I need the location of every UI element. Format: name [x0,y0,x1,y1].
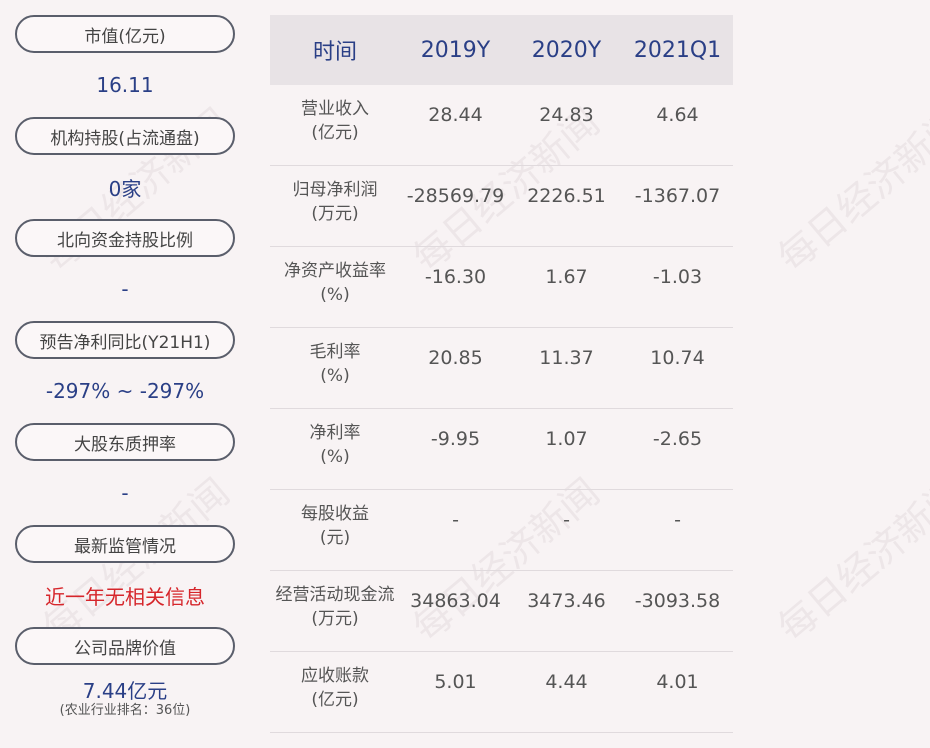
header-period: 时间 [312,40,357,65]
header-2019: 2019Y [420,37,491,63]
brand-value-amount: 7.44亿元 [82,679,168,703]
cell: 1.07 [545,428,588,450]
cell: 2226.51 [527,185,606,207]
row-label: 归母净利润 (万元) [292,180,378,224]
cell: -9.95 [430,428,481,450]
row-label: 净利率 (%) [309,423,361,467]
table-row: 营业收入 (亿元) 28.44 24.83 4.64 [270,85,733,166]
cell: 4.01 [656,671,699,693]
cell: -1367.07 [634,185,721,207]
row-label: 净资产收益率 (%) [284,261,386,305]
cell: -3093.58 [634,590,721,612]
market-cap-value: 16.11 [96,73,154,97]
cell: -1.03 [652,266,703,288]
header-2020: 2020Y [531,37,602,63]
table-row: 归母净利润 (万元) -28569.79 2226.51 -1367.07 [270,166,733,247]
cell: 34863.04 [410,590,501,612]
table-row: 应收账款 (亿元) 5.01 4.44 4.01 [270,652,733,733]
brand-value: 7.44亿元 (农业行业排名：36位) [15,665,235,729]
cell: -2.65 [652,428,703,450]
cell: - [452,509,459,531]
northbound-holdings-value: - [121,277,129,301]
market-cap-label: 市值(亿元) [15,15,235,53]
watermark: 每日经济新闻 [769,100,930,281]
row-label: 应收账款 (亿元) [301,666,369,710]
brand-value-rank: (农业行业排名：36位) [59,703,191,718]
cell: 4.44 [545,671,588,693]
table-row: 每股收益 (元) - - - [270,490,733,571]
row-label: 经营活动现金流 (万元) [275,585,395,629]
cell: 4.64 [656,104,699,126]
row-label: 每股收益 (元) [301,504,369,548]
regulatory-status-value: 近一年无相关信息 [45,584,205,609]
cell: 24.83 [539,104,594,126]
institutional-holdings-value: 0家 [108,176,142,201]
row-label: 营业收入 (亿元) [301,99,369,143]
cell: 20.85 [428,347,483,369]
key-metrics-panel: 市值(亿元) 16.11 机构持股(占流通盘) 0家 北向资金持股比例 - 预告… [15,15,235,729]
profit-forecast-value: -297% ~ -297% [45,379,205,403]
institutional-holdings-label: 机构持股(占流通盘) [15,117,235,155]
table-row: 毛利率 (%) 20.85 11.37 10.74 [270,328,733,409]
cell: -28569.79 [406,185,505,207]
header-2021q1: 2021Q1 [633,37,722,63]
cell: 28.44 [428,104,483,126]
northbound-holdings-label: 北向资金持股比例 [15,219,235,257]
financial-table: 时间 2019Y 2020Y 2021Q1 营业收入 (亿元) 28.44 24.… [270,15,733,733]
table-row: 净资产收益率 (%) -16.30 1.67 -1.03 [270,247,733,328]
regulatory-status-label: 最新监管情况 [15,525,235,563]
row-label: 毛利率 (%) [309,342,361,386]
cell: 3473.46 [527,590,606,612]
cell: - [674,509,681,531]
table-row: 净利率 (%) -9.95 1.07 -2.65 [270,409,733,490]
table-row: 经营活动现金流 (万元) 34863.04 3473.46 -3093.58 [270,571,733,652]
table-header: 时间 2019Y 2020Y 2021Q1 [270,15,733,85]
pledge-ratio-label: 大股东质押率 [15,423,235,461]
watermark: 每日经济新闻 [769,470,930,651]
cell: 1.67 [545,266,588,288]
brand-value-label: 公司品牌价值 [15,627,235,665]
profit-forecast-label: 预告净利同比(Y21H1) [15,321,235,359]
cell: 11.37 [539,347,594,369]
cell: -16.30 [424,266,487,288]
cell: 5.01 [434,671,477,693]
pledge-ratio-value: - [121,481,129,505]
cell: - [563,509,570,531]
cell: 10.74 [650,347,705,369]
